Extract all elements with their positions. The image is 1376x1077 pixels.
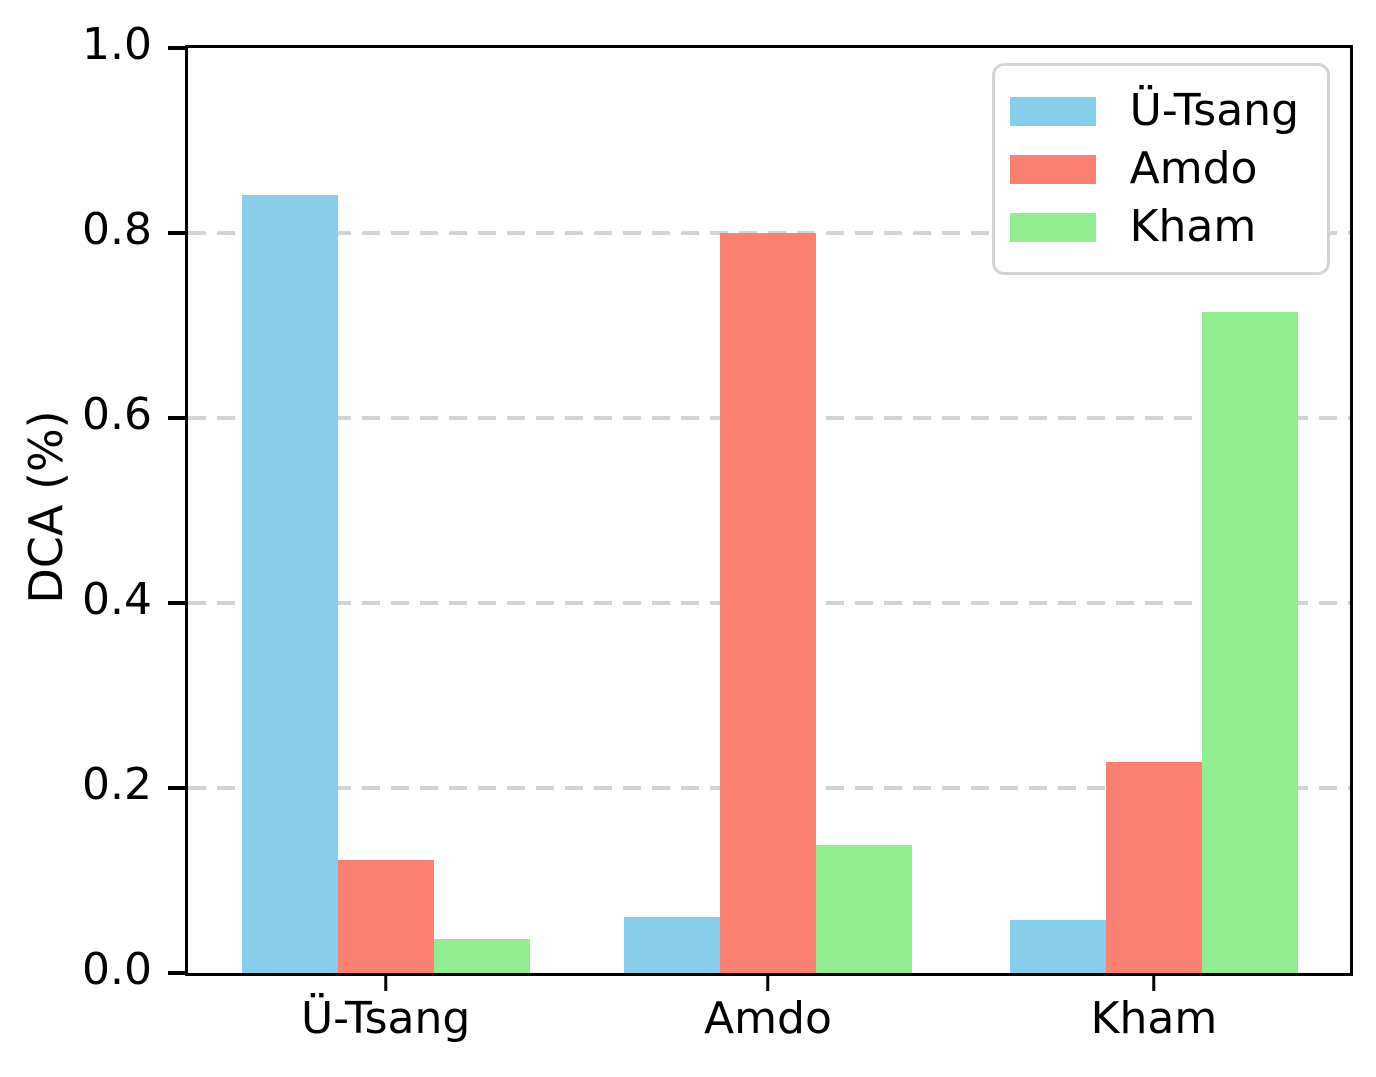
legend-item: Ü-Tsang bbox=[1009, 82, 1299, 140]
bar-Amdo-Ü-Tsang bbox=[623, 916, 720, 973]
legend-label: Ü-Tsang bbox=[1129, 85, 1299, 136]
legend-label: Kham bbox=[1129, 201, 1257, 252]
x-tick-mark bbox=[1152, 976, 1156, 991]
y-tick-label: 0.6 bbox=[82, 389, 152, 440]
legend: Ü-Tsang Amdo Kham bbox=[991, 63, 1330, 275]
bar-Amdo-Amdo bbox=[719, 233, 816, 973]
y-tick-label: 1.0 bbox=[82, 19, 152, 70]
y-tick-mark bbox=[168, 46, 185, 50]
y-axis-label: DCA (%) bbox=[19, 410, 73, 604]
y-tick-mark bbox=[168, 231, 185, 235]
bar-Ü-Tsang-Kham bbox=[433, 938, 530, 973]
y-tick-mark bbox=[168, 786, 185, 790]
bar-Ü-Tsang-Ü-Tsang bbox=[241, 195, 338, 973]
legend-label: Amdo bbox=[1129, 143, 1258, 194]
legend-swatch-Kham bbox=[1009, 212, 1096, 242]
bar-Kham-Amdo bbox=[1105, 762, 1202, 973]
y-tick-label: 0.2 bbox=[82, 759, 152, 810]
y-tick-label: 0.0 bbox=[82, 944, 152, 995]
plot-area: Ü-Tsang Amdo Kham bbox=[168, 45, 1353, 991]
bar-Ü-Tsang-Amdo bbox=[337, 860, 434, 973]
y-tick-label: 0.4 bbox=[82, 574, 152, 625]
y-tick-label: 0.8 bbox=[82, 204, 152, 255]
x-tick-label-Amdo: Amdo bbox=[704, 993, 832, 1044]
x-tick-mark bbox=[383, 976, 388, 991]
x-tick-mark bbox=[766, 976, 770, 991]
bar-Kham-Ü-Tsang bbox=[1009, 920, 1106, 973]
legend-item: Kham bbox=[1009, 198, 1299, 256]
x-tick-label-Kham: Kham bbox=[1090, 993, 1218, 1044]
bar-Kham-Kham bbox=[1201, 311, 1298, 973]
legend-swatch-Ü-Tsang bbox=[1009, 96, 1096, 126]
legend-item: Amdo bbox=[1009, 140, 1299, 198]
y-tick-mark bbox=[168, 971, 185, 975]
x-tick-label-Ü-Tsang: Ü-Tsang bbox=[300, 993, 471, 1044]
legend-swatch-Amdo bbox=[1009, 154, 1096, 184]
y-tick-mark bbox=[168, 416, 185, 420]
bar-Amdo-Kham bbox=[815, 845, 912, 973]
y-tick-mark bbox=[168, 601, 185, 605]
